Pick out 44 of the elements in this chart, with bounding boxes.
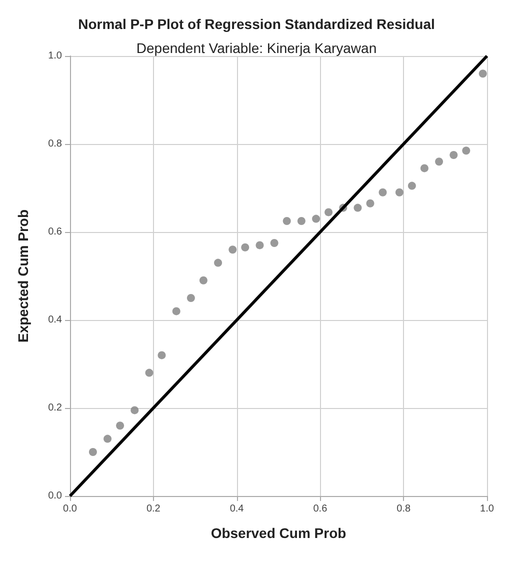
point <box>104 434 112 443</box>
x-tick-label: 0.6 <box>313 504 328 514</box>
x-tick-label: 1.0 <box>480 504 494 514</box>
point <box>478 70 487 78</box>
point <box>450 151 458 159</box>
y-tick-label: 0.0 <box>48 490 62 502</box>
point <box>145 368 154 377</box>
point <box>241 243 250 252</box>
y-tick-label: 0.2 <box>48 402 62 414</box>
chart-title: Normal P-P Plot of Regression Standardized Residual <box>78 16 435 32</box>
point <box>186 294 195 302</box>
point <box>395 188 404 196</box>
x-tick-label: 0.2 <box>146 504 161 514</box>
point <box>158 351 166 360</box>
point <box>88 448 97 456</box>
x-axis-title: Observed Cum Prob <box>210 525 346 541</box>
y-tick-label: 0.6 <box>48 226 62 238</box>
point <box>324 208 333 216</box>
point <box>408 182 416 190</box>
x-tick-label: 0.4 <box>230 504 244 514</box>
point <box>312 214 320 223</box>
y-tick-label: 0.8 <box>48 138 62 150</box>
y-tick-label: 0.4 <box>48 314 62 326</box>
point <box>270 239 278 247</box>
y-axis-title: Expected Cum Prob <box>15 209 31 343</box>
point <box>199 276 208 284</box>
point <box>116 422 124 430</box>
point <box>354 204 362 212</box>
x-tick-label: 0.0 <box>63 504 78 514</box>
point <box>462 146 470 155</box>
point <box>256 241 264 250</box>
point <box>172 307 180 316</box>
point <box>366 199 374 208</box>
y-tick-label: 1.0 <box>48 50 62 62</box>
point <box>214 258 222 267</box>
chart-subtitle: Dependent Variable: Kinerja Karyawan <box>136 40 377 56</box>
point <box>420 164 428 172</box>
point <box>435 158 444 166</box>
point <box>282 217 291 225</box>
point <box>297 217 306 225</box>
point <box>228 246 237 254</box>
point <box>130 406 139 414</box>
point <box>378 188 387 196</box>
x-tick-label: 0.8 <box>396 504 411 514</box>
